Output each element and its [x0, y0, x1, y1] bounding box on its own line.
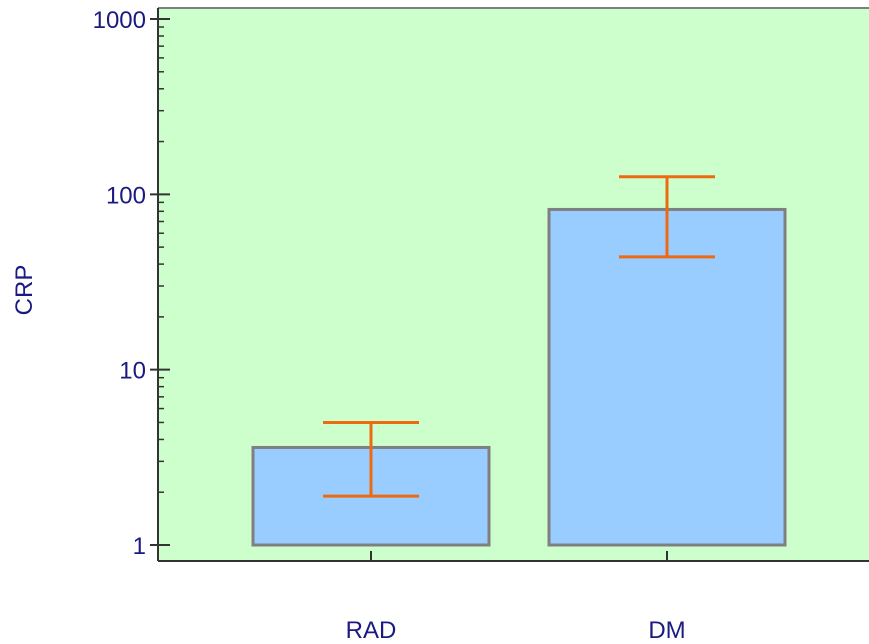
y-tick-label-100: 100: [106, 182, 146, 209]
y-tick-label-1: 1: [133, 533, 146, 560]
bar-dm: [547, 207, 787, 547]
y-tick-label-1000: 1000: [93, 7, 146, 34]
y-tick-label-10: 10: [119, 358, 146, 385]
x-tick-label-rad: RAD: [346, 617, 397, 644]
x-tick-label-dm: DM: [648, 617, 685, 644]
y-axis-title: CRP: [11, 265, 38, 316]
error-bars-group: [323, 175, 715, 498]
x-ticks-group: RAD DM: [346, 551, 686, 644]
y-ticks-group: 1 10 100 1000: [93, 7, 170, 560]
